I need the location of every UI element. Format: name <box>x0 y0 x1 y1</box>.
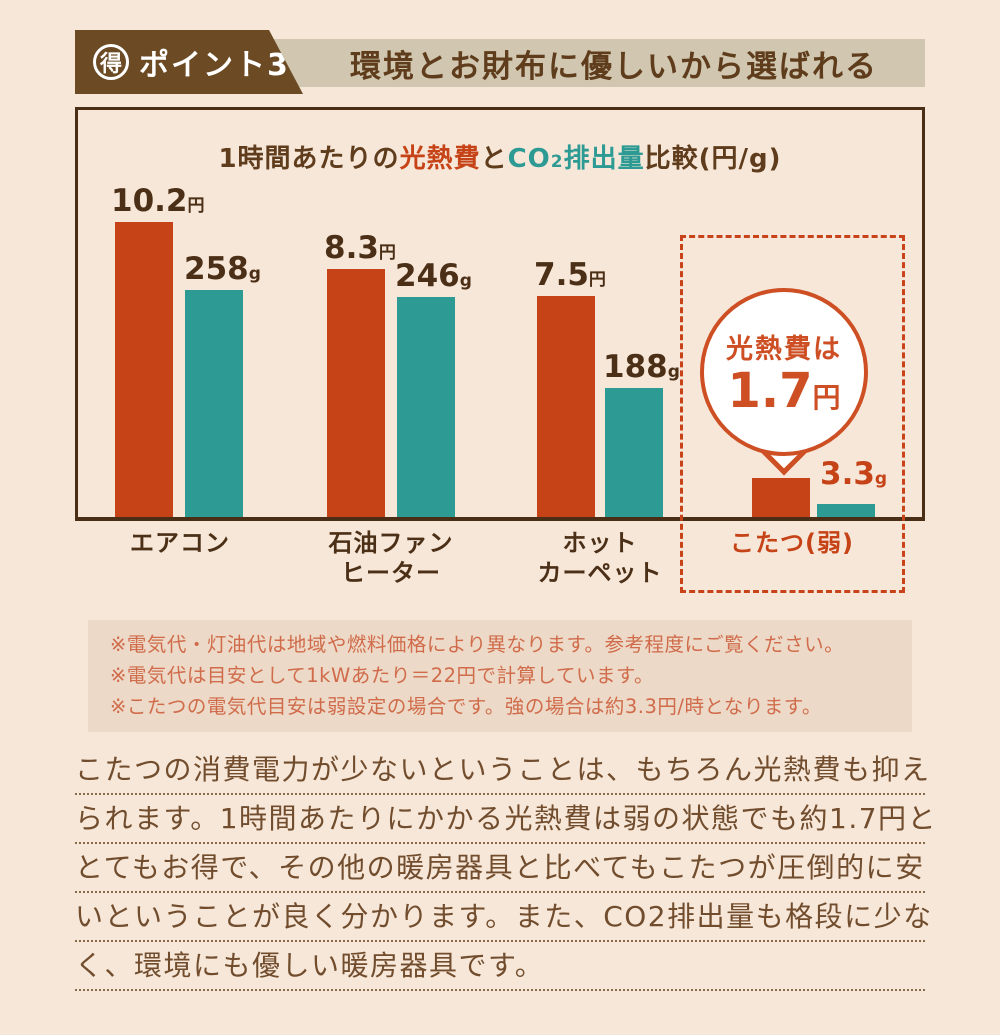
footnote-1: ※電気代・灯油代は地域や燃料価格により異なります。参考程度にご覧ください。 <box>110 633 845 656</box>
chart-title-co2: CO2排出量 <box>507 144 645 174</box>
value-label-oilheater-co2: 246g <box>395 258 472 294</box>
value-label-hotcarpet-cost: 7.5円 <box>534 257 606 293</box>
bar-hotcarpet-co2 <box>605 388 663 517</box>
badge-label: ポイント3 <box>139 48 290 83</box>
bar-kotatsu-cost <box>752 478 810 517</box>
body-line-5: く、環境にも優しい暖房器具です。 <box>75 949 925 991</box>
body-line-2: られます。1時間あたりにかかる光熱費は弱の状態でも約1.7円と <box>75 802 936 844</box>
value-label-oilheater-cost: 8.3円 <box>324 230 396 266</box>
category-label-aircon: エアコン <box>130 529 230 557</box>
body-line-4: いということが良く分かります。また、CO2排出量も格段に少な <box>75 900 931 942</box>
chart-title: 1時間あたりの光熱費とCO2排出量比較(円/g) <box>78 138 922 175</box>
bar-kotatsu-co2 <box>817 504 875 517</box>
value-label-hotcarpet-co2: 188g <box>603 349 680 385</box>
bar-aircon-co2 <box>185 290 243 517</box>
bar-oilheater-co2 <box>397 297 455 517</box>
category-label-oilheater: 石油ファン ヒーター <box>328 529 454 587</box>
header: 得 ポイント3 環境とお財布に優しいから選ばれる <box>75 30 925 94</box>
footnotes-box: ※電気代・灯油代は地域や燃料価格により異なります。参考程度にご覧ください。 ※電… <box>88 620 912 732</box>
category-label-hotcarpet: ホット カーペット <box>537 529 663 587</box>
chart-area: 10.2円 258g 8.3円 246g 7.5円 188g 3.3g <box>78 110 922 517</box>
page-title: 環境とお財布に優しいから選ばれる <box>350 48 878 85</box>
body-line-3: とてもお得で、その他の暖房器具と比べてもこたつが圧倒的に安 <box>75 851 925 893</box>
value-label-aircon-co2: 258g <box>184 251 261 287</box>
kotatsu-highlight-box <box>680 235 905 593</box>
bar-hotcarpet-cost <box>537 296 595 517</box>
footnote-3: ※こたつの電気代目安は弱設定の場合です。強の場合は約3.3円/時となります。 <box>110 695 822 718</box>
chart-title-cost: 光熱費 <box>399 144 481 174</box>
point-badge: 得 ポイント3 <box>75 30 303 94</box>
value-label-kotatsu-co2: 3.3g <box>820 456 888 492</box>
toku-icon-glyph: 得 <box>99 52 122 77</box>
chart-title-prefix: 1時間あたりの <box>218 144 400 174</box>
body-paragraph: こたつの消費電力が少ないということは、もちろん光熱費も抑え られます。1時間あた… <box>75 753 936 998</box>
footnote-2: ※電気代は目安として1kWあたり＝22円で計算しています。 <box>110 664 655 687</box>
speech-bubble: 光熱費は 1.7円 <box>700 288 868 456</box>
bar-oilheater-cost <box>327 269 385 517</box>
value-label-aircon-cost: 10.2円 <box>111 183 205 219</box>
bubble-caption: 光熱費は <box>726 334 842 366</box>
bar-aircon-cost <box>115 222 173 517</box>
chart-title-conj: と <box>480 144 508 174</box>
bubble-value: 1.7円 <box>727 363 841 420</box>
chart-title-suffix: 比較(円/g) <box>644 144 782 174</box>
category-label-kotatsu: こたつ(弱) <box>730 529 854 557</box>
toku-circle-icon: 得 <box>93 44 129 80</box>
body-line-1: こたつの消費電力が少ないということは、もちろん光熱費も抑え <box>75 753 929 795</box>
